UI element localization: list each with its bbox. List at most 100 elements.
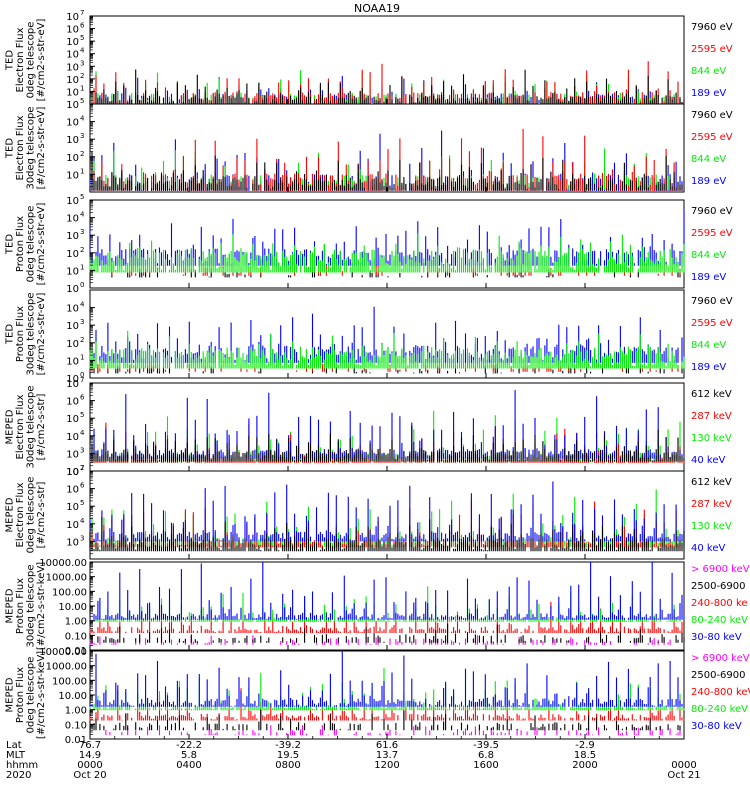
chart-title: NOAA19: [354, 2, 400, 15]
y-tick-label: 10: [66, 467, 79, 478]
y-tick-label: 100.00: [52, 587, 87, 598]
legend-entry: 7960 eV: [691, 206, 733, 217]
y-tick-exponent: 5: [80, 193, 84, 201]
y-tick-label: 10: [66, 62, 79, 73]
y-tick-label: 10: [66, 249, 79, 260]
legend-entry: 40 keV: [691, 455, 725, 466]
y-tick-exponent: 3: [80, 534, 84, 542]
legend-entry: > 6900 keV: [691, 653, 750, 664]
y-tick-label: 10: [66, 135, 79, 146]
y-tick-exponent: 5: [80, 34, 84, 42]
y-tick-label: 10: [66, 485, 79, 496]
legend-entry: 844 eV: [691, 340, 726, 351]
y-tick-exponent: 3: [80, 228, 84, 236]
y-tick-label: 10: [66, 75, 79, 86]
y-tick-label: 10.00: [58, 691, 87, 702]
x-tick-label: 76.7: [79, 740, 101, 751]
y-tick-label: 10: [66, 356, 79, 367]
x-tick-label: 0800: [275, 760, 300, 771]
series--6900-kev: [105, 725, 681, 736]
x-tick-label: 14.9: [79, 750, 101, 761]
y-tick-label: 10: [66, 100, 79, 111]
panel-8: 10000.00 1000.00 100.00 10.00 1.00 0.10 0.01 ME…: [5, 647, 750, 746]
legend-entry: 287 keV: [691, 499, 732, 510]
y-axis-label: TED Proton Flux 30deg telescope [#/cm2-s-st…: [5, 292, 48, 375]
y-axis-label: TED Electron Flux 0deg telescope [#/cm2-s-s…: [5, 19, 48, 102]
y-tick-exponent: 5: [80, 499, 84, 507]
series-40-kev: [89, 390, 685, 459]
y-axis-label-line: [#/cm2-s-str-keV]: [36, 651, 47, 739]
y-tick-label: 10: [66, 449, 79, 460]
legend-entry: 189 eV: [691, 88, 726, 99]
y-axis-label-line: [#/cm2-s-str]: [36, 481, 47, 548]
x-tick-label: 18.5: [574, 750, 596, 761]
y-axis-label-line: TED: [5, 324, 16, 345]
y-tick-label: 10: [66, 170, 79, 181]
y-tick-label: 0.10: [65, 631, 87, 642]
y-axis-label: MEPED Electron Flux 0deg telescope [#/cm2-s…: [5, 477, 48, 554]
x-tick-label: 5.8: [181, 750, 197, 761]
x-tick-label: Oct 21: [667, 770, 700, 781]
y-tick-exponent: 1: [80, 263, 84, 271]
legend-entry: 2595 eV: [691, 44, 733, 55]
y-axis-label: MEPED Proton Flux 30deg telescope [#/cm2-s-…: [5, 562, 48, 650]
legend-entry: 2595 eV: [691, 228, 733, 239]
y-tick-exponent: 2: [80, 150, 84, 158]
y-axis-label-line: TED: [5, 50, 16, 71]
legend-entry: 189 eV: [691, 176, 726, 187]
y-axis-label-line: 0deg telescope: [26, 657, 37, 734]
legend-entry: 189 eV: [691, 362, 726, 373]
y-axis-label-line: [#/cm2-s-str-eV]: [36, 293, 47, 376]
x-row-label: MLT: [6, 750, 26, 761]
x-tick-label: 1600: [473, 760, 498, 771]
y-tick-exponent: 0: [80, 281, 84, 289]
x-tick-label: 13.7: [376, 750, 398, 761]
y-tick-exponent: 6: [80, 394, 85, 402]
y-axis-label-line: MEPED: [5, 409, 16, 444]
series-844-ev: [89, 330, 685, 369]
series-2500-6900-kev: [91, 623, 685, 643]
x-row-label: 2020: [6, 770, 31, 781]
x-tick-label: 1200: [374, 760, 399, 771]
y-tick-exponent: 3: [80, 446, 84, 454]
y-tick-label: 10: [66, 50, 79, 61]
legend-entry: 240-800 keV: [691, 687, 750, 698]
y-tick-label: 10.00: [58, 602, 87, 613]
y-tick-exponent: 4: [80, 301, 85, 309]
y-tick-label: 10: [66, 432, 79, 443]
y-axis-label-line: [#/cm2-s-str-eV]: [36, 203, 47, 286]
y-tick-label: 10: [66, 266, 79, 277]
y-tick-exponent: 3: [80, 132, 84, 140]
y-tick-exponent: 4: [80, 115, 85, 123]
y-axis-label-line: 30deg telescope: [26, 292, 37, 375]
y-axis-label-line: Proton Flux: [15, 578, 26, 634]
y-tick-label: 1000.00: [46, 662, 87, 673]
y-tick-exponent: 7: [80, 376, 84, 384]
y-axis-label-line: 30deg telescope: [26, 564, 37, 647]
x-tick-label: -39.5: [473, 740, 499, 751]
y-tick-exponent: 1: [80, 353, 84, 361]
series-844-ev: [89, 70, 681, 104]
y-tick-exponent: 2: [80, 72, 84, 80]
y-tick-label: 10: [66, 25, 79, 36]
y-tick-exponent: 6: [80, 22, 85, 30]
y-axis-label: MEPED Proton Flux 0deg telescope [#/cm2-s-s…: [5, 651, 48, 739]
y-axis-label-line: 0deg telescope: [26, 477, 37, 554]
y-tick-label: 10: [66, 304, 79, 315]
x-tick-label: 6.8: [478, 750, 494, 761]
y-axis-label-line: 30deg telescope: [26, 106, 37, 189]
y-tick-exponent: 1: [80, 167, 84, 175]
y-tick-label: 10: [66, 214, 79, 225]
legend-entry: 80-240 keV: [691, 615, 748, 626]
y-tick-label: 100.00: [52, 676, 87, 687]
y-tick-label: 10: [66, 153, 79, 164]
y-axis-label-line: Proton Flux: [15, 306, 26, 362]
legend-entry: 130 keV: [691, 433, 732, 444]
y-axis-label-line: 0deg telescope: [26, 206, 37, 283]
